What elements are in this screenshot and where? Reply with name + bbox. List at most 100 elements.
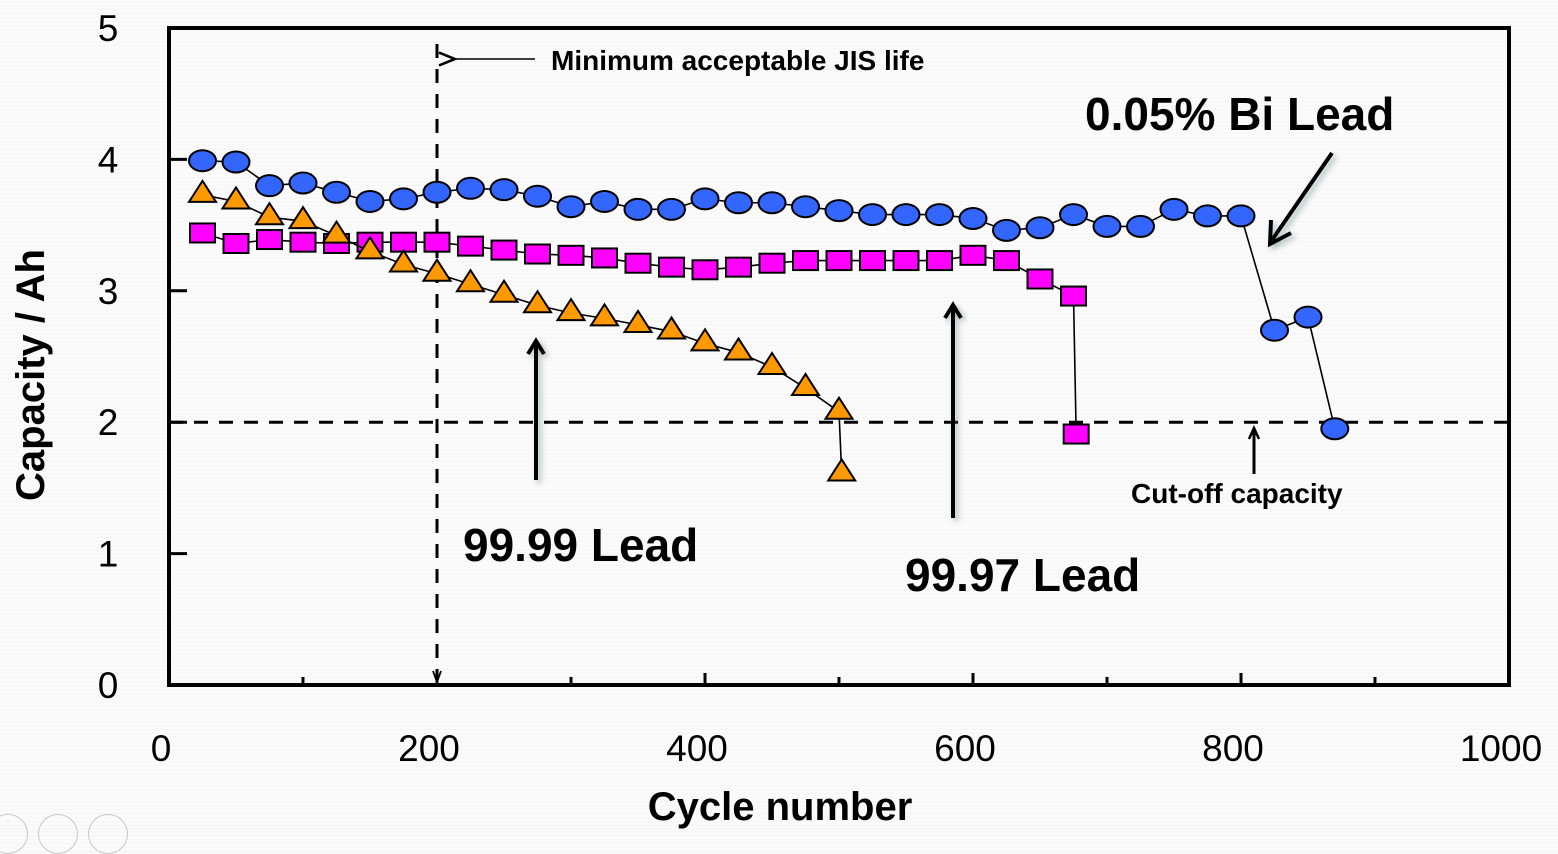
cutoff-arrow xyxy=(1247,424,1261,474)
data-point-triangle xyxy=(622,309,654,333)
data-point-circle xyxy=(221,150,251,174)
data-point-square xyxy=(624,252,652,274)
y-tick-label: 0 xyxy=(98,665,119,706)
data-point-triangle xyxy=(723,336,754,361)
data-point-circle xyxy=(288,171,318,195)
data-point-square xyxy=(825,250,853,272)
data-point-circle xyxy=(590,189,619,213)
data-point-square xyxy=(423,231,451,253)
x-tick-label: 400 xyxy=(666,728,728,769)
data-point-circle xyxy=(858,203,887,227)
data-point-square xyxy=(926,250,953,272)
data-point-triangle xyxy=(488,278,520,303)
data-point-circle xyxy=(422,180,452,204)
data-point-circle xyxy=(1260,318,1289,342)
data-point-circle xyxy=(1092,214,1122,238)
data-point-circle xyxy=(322,180,351,204)
data-point-square xyxy=(859,250,886,272)
data-point-circle xyxy=(992,218,1021,242)
data-point-square xyxy=(792,250,819,272)
data-point-square xyxy=(1026,268,1054,290)
data-point-square xyxy=(725,256,752,278)
data-point-triangle xyxy=(522,289,553,314)
data-point-circle xyxy=(523,184,552,208)
x-axis-title: Cycle number xyxy=(648,785,913,829)
y-tick-label: 5 xyxy=(98,8,119,49)
data-point-circle xyxy=(456,176,485,200)
series-layer xyxy=(187,149,1350,482)
data-point-triangle xyxy=(220,185,252,210)
data-point-square xyxy=(1060,285,1087,307)
y-tick-label: 2 xyxy=(98,402,119,443)
data-point-circle xyxy=(690,187,720,211)
data-point-circle xyxy=(757,191,787,215)
data-point-triangle xyxy=(354,235,386,260)
data-point-circle xyxy=(1320,417,1350,441)
data-point-circle xyxy=(389,187,418,211)
data-point-square xyxy=(189,222,216,244)
data-point-square xyxy=(892,250,920,272)
99-97-lead-label: 99.97 Lead xyxy=(905,549,1140,601)
data-point-circle xyxy=(1126,214,1155,238)
slide-menu-icon[interactable] xyxy=(38,814,78,854)
data-point-square xyxy=(256,229,283,251)
previous-slide-icon[interactable] xyxy=(0,814,28,854)
data-point-circle xyxy=(1226,204,1256,228)
y-tick-label: 1 xyxy=(98,534,119,575)
data-point-triangle xyxy=(656,315,687,340)
99-99-lead-arrow xyxy=(526,337,546,480)
jis-label: Minimum acceptable JIS life xyxy=(551,45,924,76)
data-point-square xyxy=(691,259,719,281)
data-point-circle xyxy=(556,195,586,219)
x-tick-label: 800 xyxy=(1202,728,1264,769)
data-point-square xyxy=(557,244,585,266)
data-point-triangle xyxy=(455,268,486,293)
data-point-circle xyxy=(1059,203,1088,227)
series-triangle xyxy=(187,179,858,482)
data-point-triangle xyxy=(823,395,855,420)
data-point-triangle xyxy=(321,219,352,244)
x-tick-label: 0 xyxy=(151,728,172,769)
jis-life-line-arrowhead xyxy=(432,670,442,685)
data-point-square xyxy=(591,247,618,269)
y-tick-label: 4 xyxy=(98,139,119,180)
cutoff-label: Cut-off capacity xyxy=(1131,478,1343,509)
data-point-square xyxy=(758,252,786,274)
data-point-circle xyxy=(724,191,753,215)
data-point-circle xyxy=(657,197,686,221)
data-point-circle xyxy=(355,189,385,213)
slide-navigation xyxy=(0,814,128,854)
next-slide-icon[interactable] xyxy=(88,814,128,854)
data-point-circle xyxy=(791,195,820,219)
x-tick-label: 1000 xyxy=(1460,728,1542,769)
data-point-square xyxy=(222,232,250,254)
data-point-square xyxy=(457,235,484,257)
data-point-square xyxy=(490,239,518,261)
99-97-lead-arrow xyxy=(943,301,963,518)
data-point-square xyxy=(289,231,317,253)
data-point-triangle xyxy=(555,297,587,322)
data-point-circle xyxy=(489,178,519,202)
x-tick-label: 600 xyxy=(934,728,996,769)
series-circle xyxy=(188,149,1350,441)
bi-lead-label: 0.05% Bi Lead xyxy=(1085,88,1394,140)
data-point-square xyxy=(524,243,551,265)
y-axis-title: Capacity / Ah xyxy=(9,249,53,501)
data-point-circle xyxy=(958,207,988,231)
data-point-triangle xyxy=(589,302,620,327)
data-point-circle xyxy=(1025,216,1055,240)
data-point-circle xyxy=(1293,305,1323,329)
capacity-vs-cycle-chart: 0 200 400 600 800 1000 0 1 2 3 4 5 Minimum acceptab… xyxy=(9,8,1542,829)
data-point-triangle xyxy=(254,201,285,226)
annotations: Minimum acceptable JIS life 0.05% Bi Lea… xyxy=(455,45,1394,601)
data-point-circle xyxy=(255,174,284,198)
data-point-triangle xyxy=(187,179,218,203)
data-point-circle xyxy=(188,149,217,173)
data-point-circle xyxy=(891,203,921,227)
99-99-lead-label: 99.99 Lead xyxy=(463,519,698,571)
data-point-circle xyxy=(824,199,854,223)
data-point-triangle xyxy=(826,457,858,482)
reference-lines xyxy=(169,44,1509,685)
data-point-triangle xyxy=(790,372,821,397)
data-point-square xyxy=(993,250,1020,272)
